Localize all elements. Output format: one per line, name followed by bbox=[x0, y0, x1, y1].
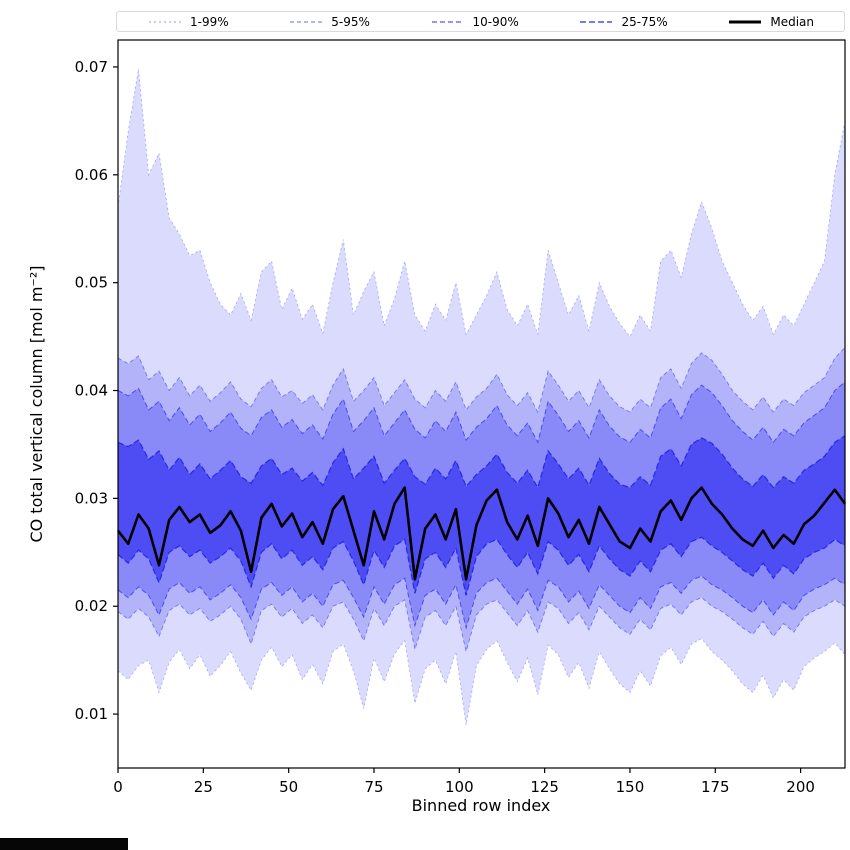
svg-text:0: 0 bbox=[113, 778, 123, 796]
svg-text:125: 125 bbox=[530, 778, 559, 796]
svg-text:0.04: 0.04 bbox=[75, 382, 108, 400]
legend-label-10-90: 10-90% bbox=[472, 14, 519, 29]
legend-line-1-99-icon bbox=[149, 20, 181, 23]
legend-item-5-95: 5-95% bbox=[288, 15, 370, 29]
svg-text:100: 100 bbox=[445, 778, 474, 796]
svg-text:0.07: 0.07 bbox=[75, 58, 108, 76]
chart-legend: 1-99% 5-95% 10-90% 25-75% Median bbox=[116, 11, 845, 32]
legend-label-5-95: 5-95% bbox=[331, 14, 370, 29]
legend-label-1-99: 1-99% bbox=[190, 14, 229, 29]
legend-item-25-75: 25-75% bbox=[578, 14, 668, 29]
legend-line-25-75-icon bbox=[580, 20, 613, 23]
svg-text:50: 50 bbox=[279, 778, 298, 796]
svg-text:0.06: 0.06 bbox=[75, 166, 108, 184]
x-axis-label: Binned row index bbox=[412, 796, 551, 815]
svg-text:0.02: 0.02 bbox=[75, 597, 108, 615]
svg-text:75: 75 bbox=[364, 778, 383, 796]
svg-text:0.03: 0.03 bbox=[75, 489, 108, 507]
legend-item-1-99: 1-99% bbox=[147, 15, 229, 29]
legend-line-10-90-icon bbox=[431, 20, 464, 23]
legend-item-median: Median bbox=[727, 15, 814, 29]
svg-text:175: 175 bbox=[701, 778, 730, 796]
svg-text:0.01: 0.01 bbox=[75, 705, 108, 723]
legend-line-median-icon bbox=[729, 20, 762, 23]
legend-label-median: Median bbox=[770, 14, 814, 29]
svg-text:0.05: 0.05 bbox=[75, 274, 108, 292]
svg-text:150: 150 bbox=[616, 778, 645, 796]
y-axis-label: CO total vertical column [mol m⁻²] bbox=[27, 265, 46, 542]
legend-item-10-90: 10-90% bbox=[430, 15, 519, 29]
legend-line-5-95-icon bbox=[290, 20, 323, 23]
svg-text:25: 25 bbox=[194, 778, 213, 796]
bottom-left-screen-artifact bbox=[0, 838, 128, 850]
legend-label-25-75: 25-75% bbox=[621, 14, 668, 29]
svg-text:200: 200 bbox=[786, 778, 815, 796]
plot-area: 0 25 50 75 100 125 150 175 200 0.01 0.02 0.03 0.04 0.… bbox=[75, 39, 847, 796]
